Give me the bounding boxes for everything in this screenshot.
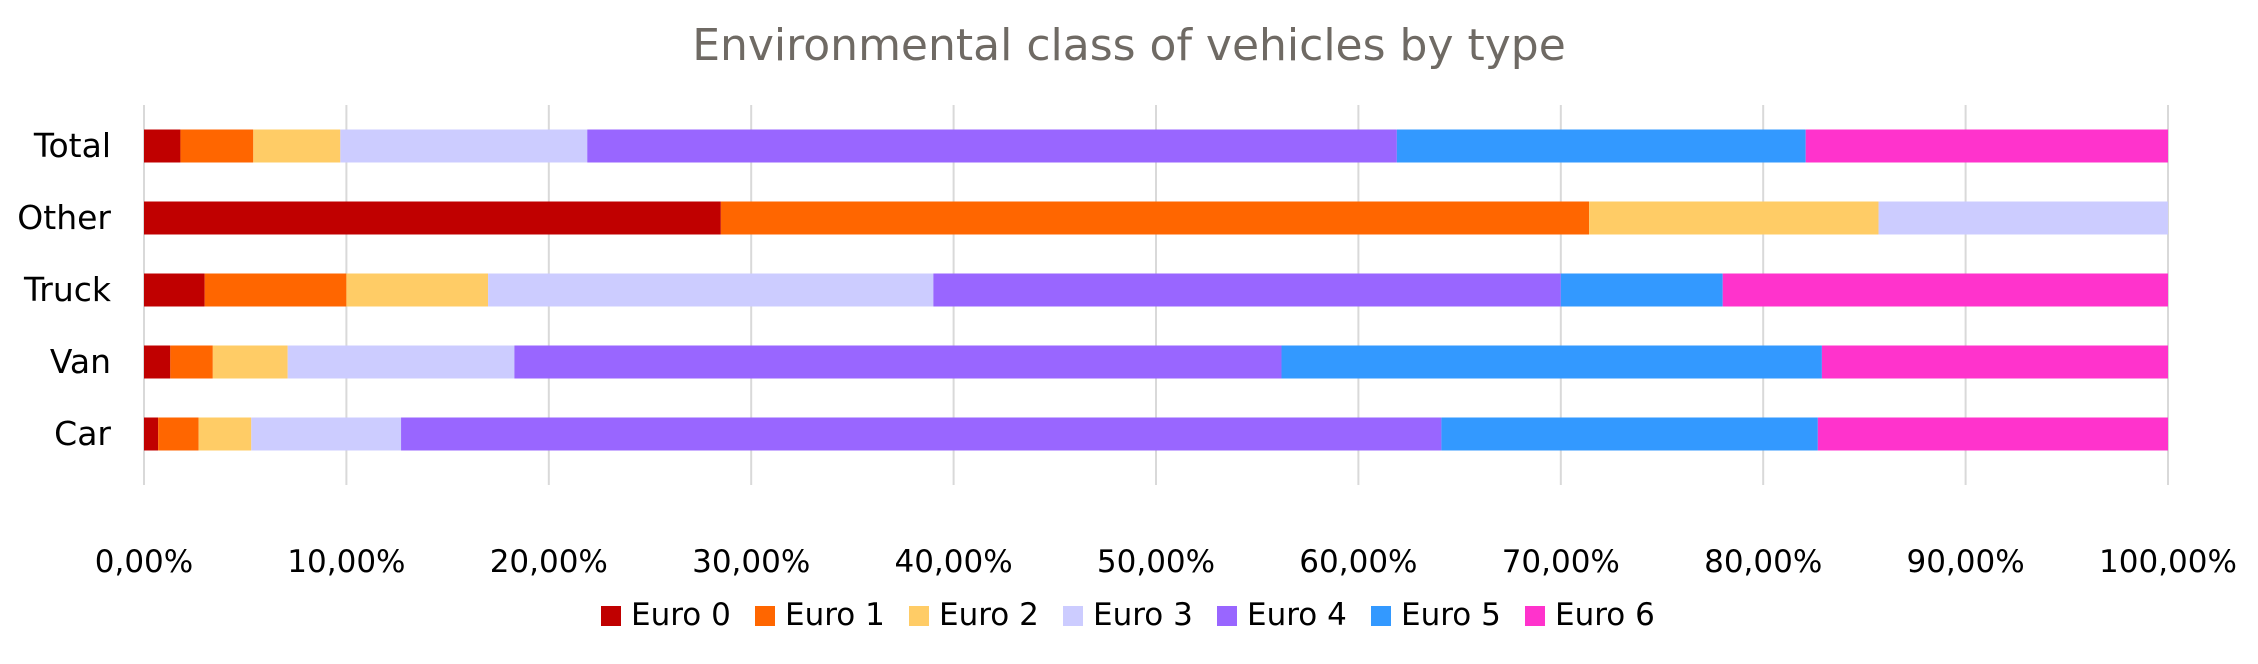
bar-segment xyxy=(198,417,252,451)
bar-segment xyxy=(144,345,171,379)
bars xyxy=(144,129,2168,451)
bar-segment xyxy=(144,129,181,163)
bar-segment xyxy=(1396,129,1806,163)
legend-label: Euro 5 xyxy=(1401,597,1501,633)
legend-swatch xyxy=(1063,606,1083,626)
legend-label: Euro 3 xyxy=(1093,597,1193,633)
bar-segment xyxy=(1821,345,2168,379)
bar-segment xyxy=(170,345,213,379)
bar-segment xyxy=(1441,417,1818,451)
bar-segment xyxy=(144,273,205,307)
x-tick-label: 50,00% xyxy=(1097,544,1215,580)
bar-segment xyxy=(204,273,347,307)
legend-label: Euro 2 xyxy=(939,597,1039,633)
bar-segment xyxy=(720,201,1590,235)
x-tick-label: 70,00% xyxy=(1502,544,1620,580)
category-label: Truck xyxy=(23,270,112,309)
x-tick-label: 30,00% xyxy=(692,544,810,580)
legend-swatch xyxy=(1371,606,1391,626)
bar-segment xyxy=(1560,273,1723,307)
bar-segment xyxy=(1722,273,2168,307)
legend-swatch xyxy=(755,606,775,626)
bar-segment xyxy=(1817,417,2168,451)
bar-segment xyxy=(1805,129,2168,163)
category-label: Total xyxy=(33,126,111,165)
bar-segment xyxy=(144,201,721,235)
legend-swatch xyxy=(601,606,621,626)
legend-label: Euro 0 xyxy=(631,597,731,633)
bar-segment xyxy=(514,345,1282,379)
x-tick-label: 90,00% xyxy=(1906,544,2024,580)
bar-segment xyxy=(587,129,1397,163)
legend: Euro 0 Euro 1 Euro 2 Euro 3 Euro 4 Euro 5 Euro… xyxy=(601,597,1655,633)
bar-segment xyxy=(346,273,489,307)
bar-segment xyxy=(180,129,254,163)
legend-label: Euro 1 xyxy=(785,597,885,633)
category-label: Van xyxy=(50,342,111,381)
legend-label: Euro 4 xyxy=(1247,597,1347,633)
bar-segment xyxy=(340,129,588,163)
x-tick-labels: 0,00% 10,00% 20,00% 30,00% 40,00% 50,00% 60,00… xyxy=(95,544,2237,580)
x-tick-label: 0,00% xyxy=(95,544,193,580)
chart-title: Environmental class of vehicles by type xyxy=(692,20,1566,71)
legend-swatch xyxy=(909,606,929,626)
bar-segment xyxy=(488,273,934,307)
x-tick-label: 20,00% xyxy=(490,544,608,580)
x-tick-label: 40,00% xyxy=(894,544,1012,580)
legend-label: Euro 6 xyxy=(1555,597,1655,633)
bar-segment xyxy=(253,129,341,163)
bar-segment xyxy=(401,417,1442,451)
bar-segment xyxy=(1589,201,1879,235)
category-labels: Total Other Truck Van Car xyxy=(17,126,112,453)
x-tick-label: 100,00% xyxy=(2099,544,2237,580)
bar-segment xyxy=(287,345,515,379)
bar-segment xyxy=(251,417,402,451)
bar-segment xyxy=(212,345,288,379)
category-label: Other xyxy=(17,198,111,237)
legend-swatch xyxy=(1525,606,1545,626)
category-label: Car xyxy=(54,414,111,453)
x-tick-label: 10,00% xyxy=(287,544,405,580)
bar-segment xyxy=(144,417,159,451)
bar-segment xyxy=(158,417,199,451)
x-tick-label: 60,00% xyxy=(1299,544,1417,580)
bar-segment xyxy=(1878,201,2168,235)
legend-swatch xyxy=(1217,606,1237,626)
bar-segment xyxy=(1281,345,1822,379)
bar-segment xyxy=(933,273,1561,307)
x-tick-label: 80,00% xyxy=(1704,544,1822,580)
